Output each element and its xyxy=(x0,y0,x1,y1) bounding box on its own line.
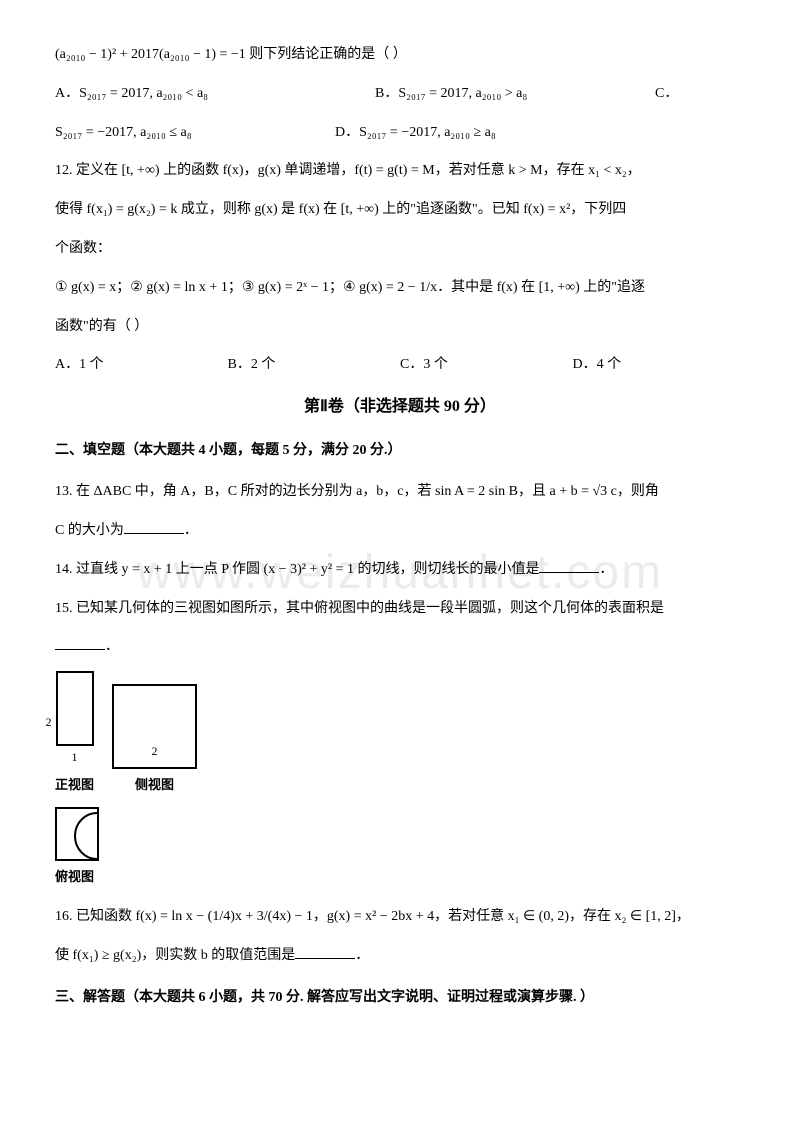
front-view-label: 正视图 xyxy=(55,771,94,800)
q11-opt-c: C． xyxy=(655,79,705,110)
top-view-shape xyxy=(55,807,99,861)
top-view-label: 俯视图 xyxy=(55,863,94,892)
q12-opt-c: C．3 个 xyxy=(400,350,573,381)
q16-line1: 16. 已知函数 f(x) = ln x − (1/4)x + 3/(4x) −… xyxy=(55,902,745,933)
q16-line2a: 使 f(x₁) ≥ g(x₂)，则实数 b 的取值范围是 xyxy=(55,948,295,963)
side-view-rect: 2 xyxy=(112,684,197,769)
q14a: 14. 过直线 y = x + 1 上一点 P 作圆 (x − 3)² + y²… xyxy=(55,562,539,577)
q12-line4: ① g(x) = x；② g(x) = ln x + 1；③ g(x) = 2ˣ… xyxy=(55,273,745,304)
q15-blank xyxy=(55,636,105,650)
q12-line2: 使得 f(x₁) = g(x₂) = k 成立，则称 g(x) 是 f(x) 在… xyxy=(55,195,745,226)
q13-line1: 13. 在 ΔABC 中，角 A，B，C 所对的边长分别为 a，b，c，若 si… xyxy=(55,477,745,508)
q15b: ． xyxy=(105,639,119,654)
part2-title: 第Ⅱ卷（非选择题共 90 分） xyxy=(55,389,745,424)
three-view-figures: 1 正视图 2 侧视图 俯视图 xyxy=(55,671,745,892)
q16-line2: 使 f(x₁) ≥ g(x₂)，则实数 b 的取值范围是 ． xyxy=(55,941,745,972)
front-view-rect xyxy=(56,671,94,746)
q15-blank-line: ． xyxy=(55,632,745,663)
q15: 15. 已知某几何体的三视图如图所示，其中俯视图中的曲线是一段半圆弧，则这个几何… xyxy=(55,594,745,625)
q12-line1: 12. 定义在 [t, +∞) 上的函数 f(x)，g(x) 单调递增，f(t)… xyxy=(55,156,745,187)
section3-title: 三、解答题（本大题共 6 小题，共 70 分. 解答应写出文字说明、证明过程或演… xyxy=(55,983,745,1014)
q13-blank xyxy=(124,520,184,534)
front-view-figure: 1 正视图 xyxy=(55,671,94,799)
section2-title: 二、填空题（本大题共 4 小题，每题 5 分，满分 20 分.） xyxy=(55,436,745,467)
q11-opt-a: A．S₂₀₁₇ = 2017, a₂₀₁₀ < a₈ xyxy=(55,79,375,110)
q12-options: A．1 个 B．2 个 C．3 个 D．4 个 xyxy=(55,350,745,381)
q12-opt-a: A．1 个 xyxy=(55,350,228,381)
side-view-label: 侧视图 xyxy=(135,771,174,800)
q13-line2b: ． xyxy=(184,523,198,538)
q14-blank xyxy=(539,559,599,573)
q11-opt-c2: S₂₀₁₇ = −2017, a₂₀₁₀ ≤ a₈ xyxy=(55,118,335,149)
side-view-width: 2 xyxy=(152,738,158,764)
q12-line5: 函数"的有（ ） xyxy=(55,312,745,343)
q11-options-row1: A．S₂₀₁₇ = 2017, a₂₀₁₀ < a₈ B．S₂₀₁₇ = 201… xyxy=(55,79,745,110)
q12-opt-d: D．4 个 xyxy=(573,350,746,381)
page-content: (a₂₀₁₀ − 1)² + 2017(a₂₀₁₀ − 1) = −1 则下列结… xyxy=(55,40,745,1014)
q13-line2: C 的大小为 ． xyxy=(55,516,745,547)
front-view-width: 1 xyxy=(72,744,78,770)
q12-opt-b: B．2 个 xyxy=(228,350,401,381)
top-view-figure: 俯视图 xyxy=(55,807,745,892)
q11-options-row2: S₂₀₁₇ = −2017, a₂₀₁₀ ≤ a₈ D．S₂₀₁₇ = −201… xyxy=(55,118,745,149)
q16-blank xyxy=(295,945,355,959)
side-view-figure: 2 侧视图 xyxy=(112,684,197,800)
q11-condition: (a₂₀₁₀ − 1)² + 2017(a₂₀₁₀ − 1) = −1 则下列结… xyxy=(55,40,745,71)
q16-line2b: ． xyxy=(355,948,369,963)
q11-opt-d: D．S₂₀₁₇ = −2017, a₂₀₁₀ ≥ a₈ xyxy=(335,118,615,149)
q12-line3: 个函数： xyxy=(55,234,745,265)
q11-opt-b: B．S₂₀₁₇ = 2017, a₂₀₁₀ > a₈ xyxy=(375,79,655,110)
q14: 14. 过直线 y = x + 1 上一点 P 作圆 (x − 3)² + y²… xyxy=(55,555,745,586)
q13-line2a: C 的大小为 xyxy=(55,523,124,538)
q14b: ． xyxy=(599,562,613,577)
